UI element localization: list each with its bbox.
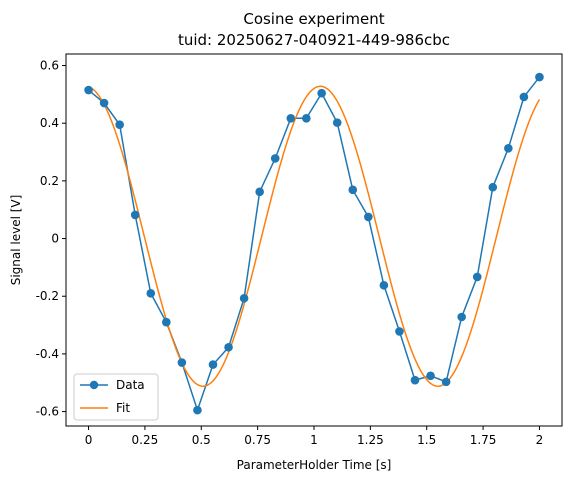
x-tick-label: 1.5	[417, 433, 436, 447]
x-tick-label: 0	[85, 433, 93, 447]
data-point	[115, 120, 124, 129]
data-point	[348, 185, 358, 195]
data-point	[286, 114, 296, 123]
data-point	[302, 114, 311, 123]
data-point	[364, 212, 373, 222]
data-point	[270, 154, 280, 163]
x-axis-ticks: 0 0.25 0.5 0.75 1 1.25 1.5 1.75 2	[85, 426, 544, 447]
y-tick-label: -0.2	[36, 289, 59, 303]
x-tick-label: 2	[536, 433, 544, 447]
y-tick-label: 0.2	[40, 174, 59, 188]
x-axis-label: ParameterHolder Time [s]	[237, 458, 392, 472]
x-tick-label: 1	[310, 433, 318, 447]
x-tick-label: 1.75	[470, 433, 497, 447]
x-tick-label: 1.25	[357, 433, 384, 447]
data-point	[535, 72, 544, 82]
data-point	[177, 358, 187, 367]
x-tick-label: 0.75	[244, 433, 271, 447]
data-point	[84, 85, 93, 95]
x-tick-label: 0.25	[132, 433, 159, 447]
chart-title: Cosine experiment	[243, 10, 384, 28]
data-point	[162, 317, 171, 327]
x-tick-label: 0.5	[192, 433, 211, 447]
data-point	[193, 405, 202, 415]
y-tick-label: 0.6	[40, 59, 59, 73]
data-point	[224, 342, 233, 352]
data-point	[146, 289, 156, 298]
data-point	[457, 312, 466, 322]
data-point	[504, 144, 513, 153]
y-tick-label: 0.4	[40, 116, 59, 130]
y-tick-label: 0	[51, 232, 59, 246]
data-point	[395, 327, 404, 336]
data-point	[519, 92, 529, 102]
data-point	[332, 118, 342, 127]
data-point	[472, 272, 482, 282]
data-series-line	[88, 76, 541, 413]
legend: Data Fit	[73, 373, 159, 421]
plot-area	[84, 72, 544, 415]
fit-series-line	[88, 85, 541, 387]
legend-fit-label: Fit	[116, 401, 130, 415]
data-point	[130, 210, 140, 220]
y-axis-label: Signal level [V]	[9, 195, 23, 286]
data-point	[426, 371, 435, 381]
data-point	[239, 293, 249, 303]
data-point	[410, 375, 420, 385]
y-tick-label: -0.6	[36, 405, 59, 419]
chart-subtitle: tuid: 20250627-040921-449-986cbc	[178, 31, 450, 49]
data-point	[255, 187, 264, 197]
y-tick-label: -0.4	[36, 347, 59, 361]
data-point	[99, 98, 109, 108]
legend-data-label: Data	[116, 378, 145, 392]
data-point	[488, 182, 498, 192]
data-point	[441, 377, 451, 387]
y-axis-ticks: -0.6 -0.4 -0.2 0 0.2 0.4 0.6	[36, 59, 66, 419]
data-point	[208, 360, 218, 369]
data-point	[379, 280, 389, 290]
data-point	[317, 88, 326, 98]
legend-data-marker	[89, 380, 99, 390]
